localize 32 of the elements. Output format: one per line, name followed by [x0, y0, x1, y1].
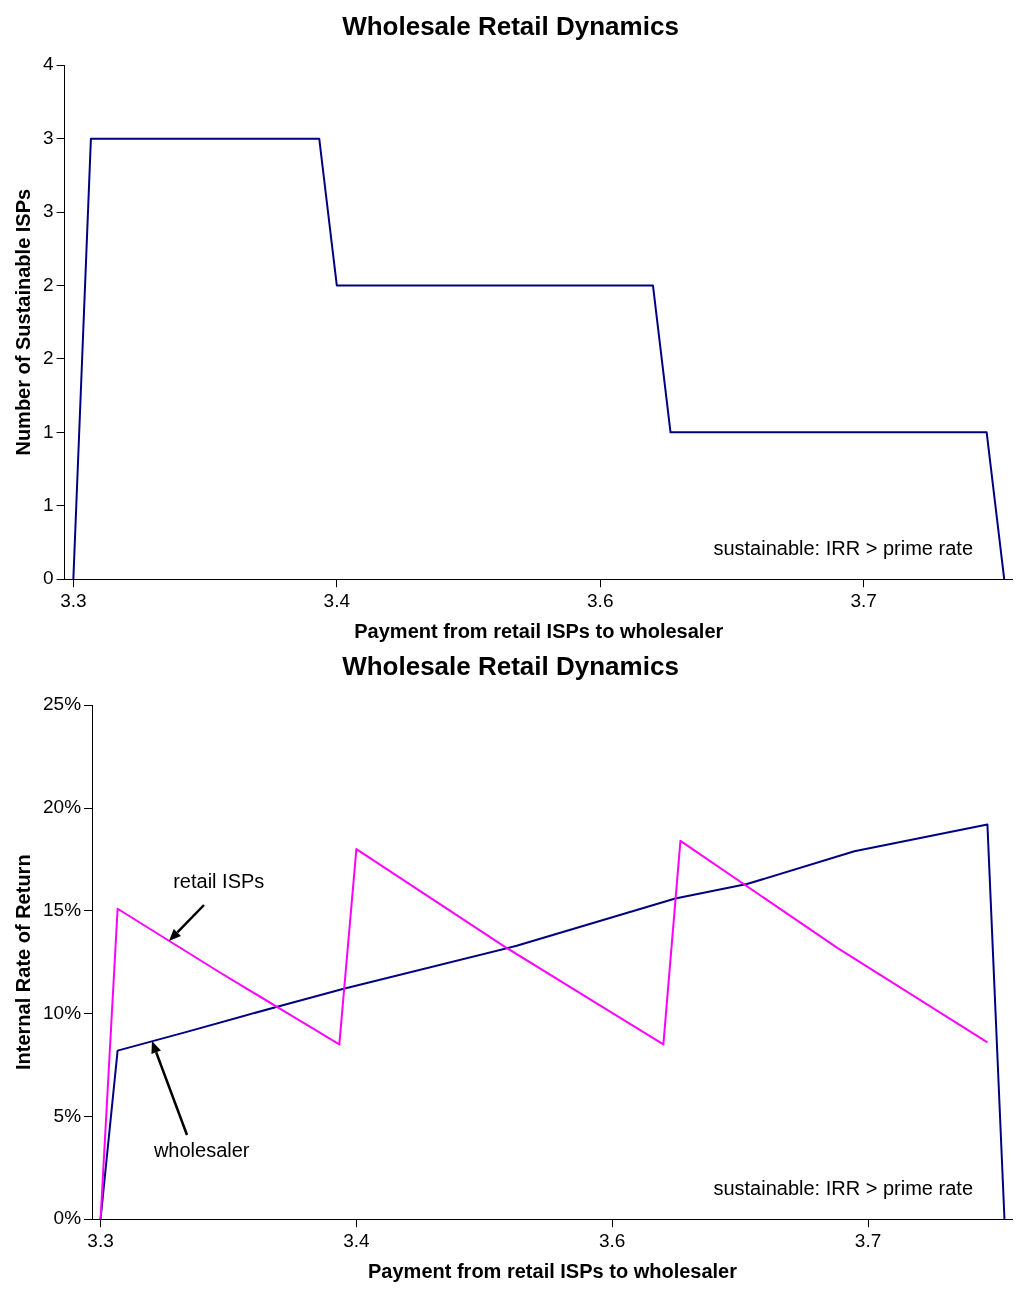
y-tick-label: 0 [42, 567, 54, 589]
x-tick-label: 3.4 [343, 1229, 371, 1251]
y-tick-label: 4 [42, 53, 54, 75]
y-tick-label: 1 [42, 420, 54, 442]
chart-title: Wholesale Retail Dynamics [342, 650, 679, 681]
y-tick-label: 25% [43, 693, 82, 715]
text: wholesaler [152, 1138, 250, 1161]
y-tick-label: 3 [42, 200, 54, 222]
y-tick-label: 2 [42, 347, 54, 369]
x-tick-label: 3.6 [599, 1229, 626, 1251]
y-tick-label: 2 [42, 273, 54, 295]
y-axis-title: Internal Rate of Return [11, 854, 34, 1070]
y-tick-label: 5% [53, 1104, 82, 1126]
x-tick-label: 3.6 [587, 589, 614, 611]
annotation: sustainable: IRR > prime rate [713, 1176, 973, 1199]
y-tick-label: 1 [42, 494, 54, 516]
y-tick-label: 0% [53, 1207, 82, 1229]
annotation: sustainable: IRR > prime rate [713, 536, 973, 559]
x-axis-title: Payment from retail ISPs to wholesaler [354, 619, 724, 642]
y-tick-label: 10% [43, 1001, 82, 1023]
x-tick-label: 3.3 [87, 1229, 114, 1251]
x-tick-label: 3.7 [850, 589, 877, 611]
x-tick-label: 3.4 [323, 589, 351, 611]
y-tick-label: 3 [42, 126, 54, 148]
chart-title: Wholesale Retail Dynamics [342, 10, 679, 41]
text: retail ISPs [173, 870, 265, 893]
y-tick-label: 15% [43, 899, 82, 921]
y-tick-label: 20% [43, 796, 82, 818]
x-axis-title: Payment from retail ISPs to wholesaler [368, 1259, 738, 1282]
x-tick-label: 3.3 [60, 589, 87, 611]
y-axis-title: Number of Sustainable ISPs [11, 188, 34, 456]
x-tick-label: 3.7 [854, 1229, 882, 1251]
